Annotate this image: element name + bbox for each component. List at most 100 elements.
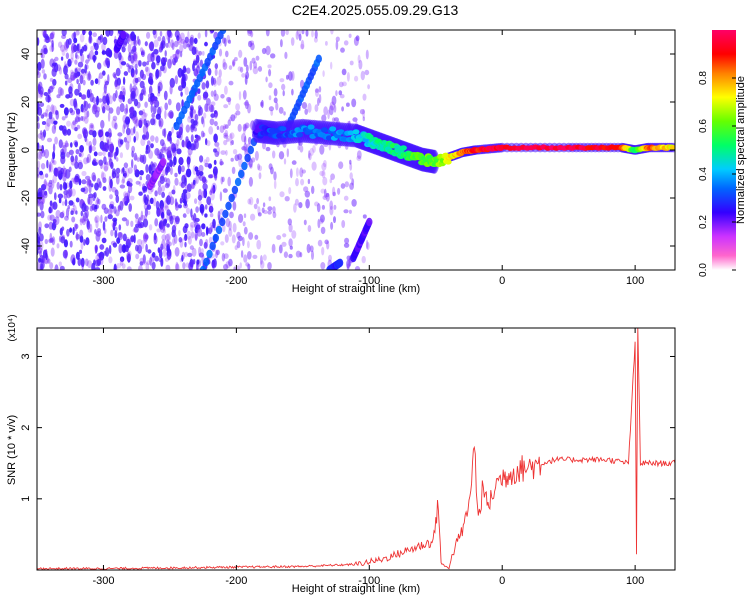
heatmap-noise-cell	[289, 245, 293, 250]
heatmap-noise-cell	[244, 124, 248, 130]
heatmap-noise-cell	[160, 42, 164, 51]
heatmap-noise-cell	[132, 228, 138, 233]
heatmap-noise-cell	[211, 261, 216, 270]
heatmap-noise-cell	[241, 73, 246, 78]
heatmap-noise-cell	[281, 241, 287, 247]
heatmap-noise-cell	[85, 209, 89, 219]
heatmap-noise-cell	[49, 262, 54, 270]
heatmap-noise-cell	[326, 240, 330, 250]
heatmap-noise-cell	[200, 248, 204, 255]
heatmap-noise-cell	[341, 81, 347, 87]
heatmap-noise-cell	[322, 176, 328, 186]
heatmap-noise-cell	[198, 246, 202, 257]
heatmap-noise-cell	[158, 222, 162, 229]
heatmap-noise-cell	[166, 146, 171, 156]
heatmap-noise-cell	[220, 94, 225, 99]
heatmap-noise-cell	[133, 69, 137, 80]
heatmap-streak-cell	[247, 145, 254, 155]
heatmap-noise-cell	[181, 254, 184, 262]
heatmap-noise-cell	[66, 128, 72, 136]
heatmap-noise-cell	[82, 79, 86, 86]
heatmap-noise-cell	[37, 133, 43, 139]
heatmap-noise-cell	[317, 239, 323, 247]
heatmap-noise-cell	[56, 181, 60, 190]
heatmap-noise-cell	[130, 55, 135, 64]
heatmap-noise-cell	[70, 210, 74, 215]
heatmap-noise-cell	[272, 211, 277, 219]
heatmap-noise-cell	[116, 263, 122, 269]
heatmap-noise-cell	[228, 228, 233, 237]
heatmap-noise-cell	[333, 117, 339, 122]
heatmap-noise-cell	[108, 107, 114, 114]
heatmap-noise-cell	[248, 176, 253, 187]
heatmap-noise-cell	[171, 54, 177, 59]
heatmap-noise-cell	[49, 232, 53, 242]
heatmap-noise-cell	[247, 263, 251, 270]
heatmap-noise-cell	[135, 253, 140, 260]
heatmap-streak-cell	[234, 177, 242, 187]
heatmap-noise-cell	[74, 161, 79, 169]
heatmap-noise-cell	[79, 145, 84, 153]
heatmap-noise-cell	[209, 213, 214, 218]
heatmap-noise-cell	[284, 51, 288, 60]
heatmap-noise-cell	[181, 141, 187, 148]
colorbar-label: Normalized spectral amplitude	[735, 76, 747, 224]
heatmap-noise-cell	[225, 217, 230, 228]
heatmap-noise-cell	[357, 54, 361, 64]
heatmap-noise-cell	[148, 41, 154, 51]
heatmap-noise-cell	[86, 73, 92, 81]
heatmap-noise-cell	[165, 42, 169, 49]
heatmap-noise-cell	[182, 237, 188, 241]
heatmap-noise-cell	[160, 257, 164, 267]
heatmap-noise-cell	[180, 91, 183, 97]
heatmap-noise-cell	[229, 211, 234, 219]
heatmap-noise-cell	[228, 80, 234, 86]
heatmap-noise-cell	[314, 30, 318, 39]
heatmap-noise-cell	[185, 207, 191, 215]
heatmap-noise-cell	[223, 253, 229, 259]
heatmap-noise-cell	[142, 260, 147, 266]
heatmap-noise-cell	[279, 191, 285, 198]
heatmap-noise-cell	[186, 183, 192, 192]
heatmap-noise-cell	[48, 206, 52, 214]
heatmap-noise-cell	[224, 124, 229, 129]
heatmap-noise-cell	[228, 220, 232, 231]
heatmap-noise-cell	[230, 157, 234, 162]
heatmap-noise-cell	[137, 239, 143, 246]
heatmap-noise-cell	[54, 192, 57, 201]
heatmap-noise-cell	[123, 162, 129, 169]
heatmap-noise-cell	[98, 159, 104, 166]
heatmap-noise-cell	[157, 185, 162, 196]
heatmap-noise-cell	[241, 146, 247, 151]
heatmap-noise-cell	[119, 103, 125, 113]
heatmap-noise-cell	[100, 119, 105, 129]
heatmap-noise-cell	[85, 59, 89, 65]
heatmap-noise-cell	[63, 65, 68, 76]
heatmap-noise-cell	[154, 255, 159, 262]
heatmap-noise-cell	[311, 30, 314, 38]
heatmap-noise-cell	[126, 251, 131, 262]
heatmap-noise-cell	[161, 191, 166, 198]
heatmap-noise-cell	[322, 70, 325, 77]
heatmap-noise-cell	[89, 50, 94, 60]
heatmap-noise-cell	[234, 57, 238, 62]
heatmap-noise-cell	[78, 249, 83, 254]
heatmap-noise-cell	[329, 200, 334, 210]
heatmap-noise-cell	[61, 210, 65, 218]
heatmap-noise-cell	[169, 166, 173, 175]
heatmap-noise-cell	[349, 159, 352, 165]
heatmap-noise-cell	[187, 158, 190, 169]
heatmap-noise-cell	[196, 223, 201, 233]
heatmap-noise-cell	[126, 266, 132, 270]
heatmap-noise-cell	[232, 222, 237, 233]
snr-panel: -300 -200 -100 0 100 1 2 3 Height of straight …	[6, 314, 676, 595]
heatmap-noise-cell	[325, 192, 330, 198]
heatmap-noise-cell	[142, 185, 148, 192]
heatmap-noise-cell	[161, 234, 167, 241]
colorbar-tick-label: 0.4	[698, 167, 709, 181]
heatmap-noise-cell	[121, 244, 127, 253]
heatmap-noise-cell	[313, 36, 318, 43]
heatmap-noise-cell	[194, 198, 198, 205]
heatmap-noise-cell	[203, 241, 208, 249]
heatmap-noise-cell	[272, 150, 276, 159]
